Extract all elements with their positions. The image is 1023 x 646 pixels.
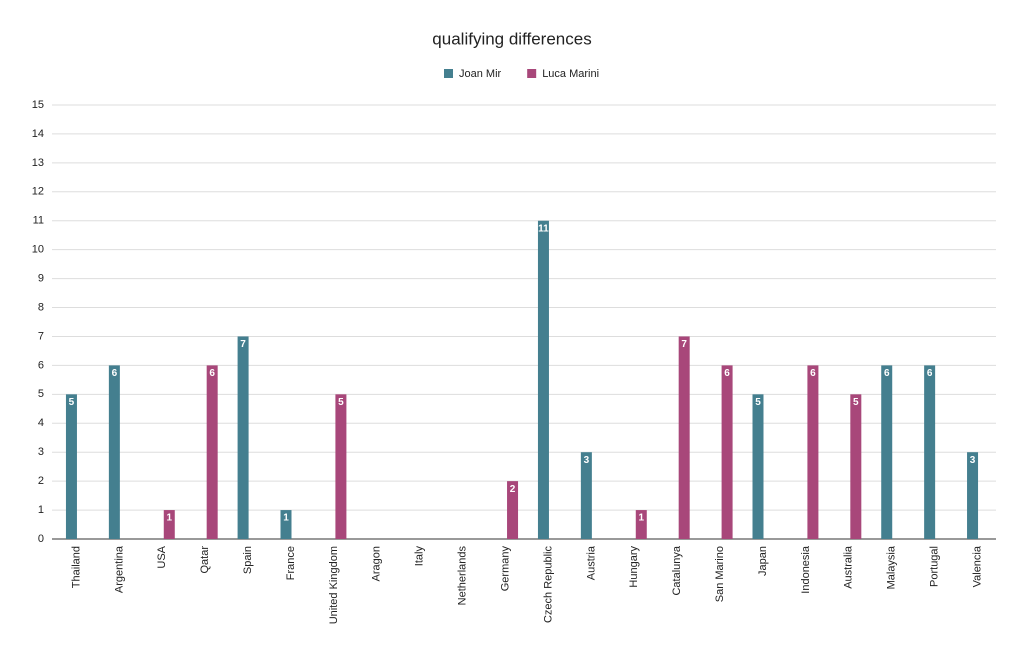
bar: [507, 481, 519, 539]
x-tick-label: Catalunya: [671, 545, 683, 595]
y-tick-label: 1: [38, 504, 44, 516]
y-tick-label: 6: [38, 359, 44, 371]
bar: [537, 220, 549, 539]
bar: [807, 365, 819, 539]
bar: [924, 365, 936, 539]
y-tick-label: 4: [38, 417, 44, 429]
value-label: 6: [724, 368, 730, 379]
y-tick-label: 14: [32, 128, 44, 140]
y-tick-label: 9: [38, 273, 44, 285]
x-tick-label: Thailand: [70, 546, 82, 588]
bar: [65, 394, 77, 539]
y-tick-label: 7: [38, 330, 44, 342]
value-label: 7: [681, 339, 687, 350]
x-tick-label: Aragon: [371, 546, 383, 581]
value-label: 1: [638, 513, 644, 524]
value-label: 3: [970, 455, 976, 466]
value-label: 3: [584, 455, 590, 466]
value-label: 1: [283, 513, 289, 524]
legend-label: Luca Marini: [542, 68, 599, 80]
x-tick-label: San Marino: [714, 546, 726, 602]
bar: [163, 510, 175, 539]
x-tick-label: Czech Republic: [542, 546, 554, 624]
value-label: 6: [884, 368, 890, 379]
y-tick-label: 8: [38, 301, 44, 313]
x-tick-label: Austria: [585, 545, 597, 580]
bar: [580, 452, 592, 539]
value-label: 1: [166, 513, 172, 524]
x-tick-label: Argentina: [113, 545, 125, 593]
x-tick-label: United Kingdom: [328, 546, 340, 624]
x-tick-label: France: [285, 546, 297, 580]
y-tick-label: 13: [32, 157, 44, 169]
x-tick-label: USA: [156, 545, 168, 568]
bar: [280, 510, 292, 539]
value-label: 6: [112, 368, 118, 379]
value-label: 6: [810, 368, 816, 379]
y-tick-label: 15: [32, 99, 44, 111]
value-label: 5: [755, 397, 761, 408]
bar: [206, 365, 218, 539]
bar: [108, 365, 120, 539]
x-tick-label: Malaysia: [886, 545, 898, 589]
y-tick-label: 11: [33, 215, 44, 227]
value-label: 7: [240, 339, 246, 350]
x-tick-label: Spain: [242, 546, 254, 574]
legend-swatch: [444, 69, 453, 78]
bar: [335, 394, 347, 539]
x-tick-label: Netherlands: [457, 546, 469, 606]
x-tick-label: Italy: [414, 546, 426, 567]
chart-title: qualifying differences: [432, 29, 591, 48]
value-label: 11: [538, 223, 549, 234]
x-tick-label: Japan: [757, 546, 769, 576]
y-tick-label: 5: [38, 388, 44, 400]
value-label: 5: [338, 397, 344, 408]
x-tick-label: Qatar: [199, 546, 211, 574]
bar: [678, 336, 690, 539]
value-label: 6: [209, 368, 215, 379]
y-tick-label: 12: [32, 186, 44, 198]
legend-swatch: [527, 69, 537, 78]
y-tick-label: 2: [38, 475, 44, 487]
value-label: 5: [69, 397, 75, 408]
bar: [881, 365, 893, 539]
y-tick-label: 10: [32, 244, 44, 256]
bar: [721, 365, 733, 539]
y-tick-label: 0: [38, 533, 44, 545]
bar: [635, 510, 647, 539]
x-tick-label: Germany: [499, 546, 511, 592]
value-label: 5: [853, 397, 859, 408]
x-tick-label: Australia: [843, 545, 855, 589]
bar: [850, 394, 862, 539]
value-label: 6: [927, 368, 933, 379]
x-tick-label: Hungary: [628, 546, 640, 588]
bar: [752, 394, 764, 539]
bar: [237, 336, 249, 539]
y-tick-label: 3: [38, 446, 44, 458]
bar: [967, 452, 979, 539]
value-label: 2: [510, 484, 516, 495]
x-tick-label: Valencia: [971, 545, 983, 587]
x-tick-label: Portugal: [929, 546, 941, 587]
legend-label: Joan Mir: [459, 68, 502, 80]
x-tick-label: Indonesia: [800, 545, 812, 594]
